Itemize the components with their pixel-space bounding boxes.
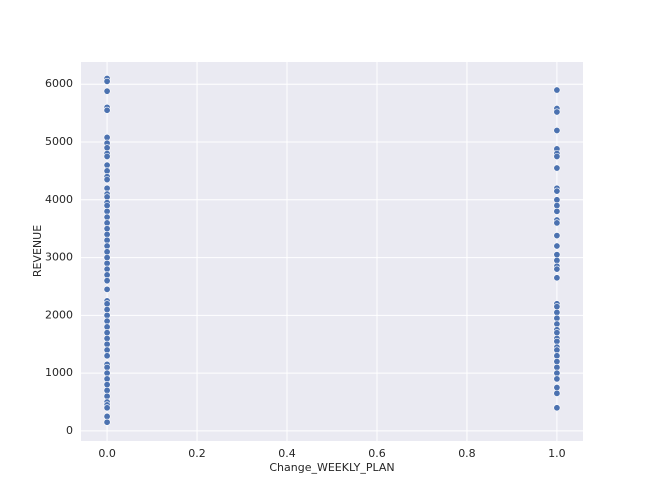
point xyxy=(553,126,561,134)
point xyxy=(103,213,111,221)
x-tick-label: 0.4 xyxy=(278,447,296,460)
point xyxy=(553,196,561,204)
point xyxy=(553,303,561,311)
point xyxy=(103,323,111,331)
point xyxy=(103,340,111,348)
point xyxy=(103,311,111,319)
y-tick-label: 3000 xyxy=(45,251,73,264)
point xyxy=(553,152,561,160)
point xyxy=(553,369,561,377)
point xyxy=(103,259,111,267)
y-tick-label: 5000 xyxy=(45,135,73,148)
point xyxy=(103,87,111,95)
x-tick-label: 0.2 xyxy=(188,447,206,460)
point xyxy=(103,106,111,114)
y-tick-label: 1000 xyxy=(45,366,73,379)
point xyxy=(103,230,111,238)
point xyxy=(553,404,561,412)
point xyxy=(103,248,111,256)
point xyxy=(553,346,561,354)
point xyxy=(553,251,561,259)
point xyxy=(553,337,561,345)
point xyxy=(553,207,561,215)
point xyxy=(103,285,111,293)
point xyxy=(553,320,561,328)
point xyxy=(553,187,561,195)
point xyxy=(553,274,561,282)
point xyxy=(103,265,111,273)
point xyxy=(553,164,561,172)
point xyxy=(103,381,111,389)
point xyxy=(103,184,111,192)
point xyxy=(103,144,111,152)
point xyxy=(553,314,561,322)
point xyxy=(103,306,111,314)
point xyxy=(103,133,111,141)
point xyxy=(553,86,561,94)
point xyxy=(103,375,111,383)
y-tick-label: 0 xyxy=(66,424,73,437)
point xyxy=(103,236,111,244)
point xyxy=(553,202,561,210)
x-tick-label: 0.0 xyxy=(98,447,116,460)
y-tick-label: 6000 xyxy=(45,77,73,90)
point xyxy=(553,242,561,250)
point xyxy=(103,193,111,201)
point xyxy=(103,176,111,184)
point xyxy=(103,386,111,394)
point xyxy=(103,161,111,169)
point xyxy=(103,412,111,420)
x-tick-label: 1.0 xyxy=(548,447,566,460)
point xyxy=(553,308,561,316)
point xyxy=(103,152,111,160)
point xyxy=(103,207,111,215)
point xyxy=(103,352,111,360)
point xyxy=(103,334,111,342)
point xyxy=(103,317,111,325)
y-tick-label: 2000 xyxy=(45,308,73,321)
point xyxy=(553,358,561,366)
point xyxy=(553,363,561,371)
point xyxy=(553,352,561,360)
point xyxy=(103,404,111,412)
point xyxy=(553,375,561,383)
point xyxy=(553,232,561,240)
point xyxy=(103,242,111,250)
point xyxy=(553,389,561,397)
plot-area xyxy=(81,62,583,441)
point xyxy=(103,167,111,175)
point xyxy=(103,277,111,285)
point xyxy=(553,256,561,264)
point xyxy=(553,108,561,116)
y-tick-label: 4000 xyxy=(45,193,73,206)
point xyxy=(103,363,111,371)
point xyxy=(553,384,561,392)
point xyxy=(103,202,111,210)
point xyxy=(103,77,111,85)
point xyxy=(103,225,111,233)
point xyxy=(103,392,111,400)
point xyxy=(103,219,111,227)
point xyxy=(103,369,111,377)
point xyxy=(553,265,561,273)
point xyxy=(103,300,111,308)
point xyxy=(103,254,111,262)
y-axis-label: REVENUE xyxy=(31,225,44,277)
point xyxy=(103,271,111,279)
x-tick-label: 0.8 xyxy=(458,447,476,460)
x-tick-label: 0.6 xyxy=(368,447,386,460)
point xyxy=(103,418,111,426)
point xyxy=(103,346,111,354)
point xyxy=(553,219,561,227)
x-axis-label: Change_WEEKLY_PLAN xyxy=(269,461,394,474)
point xyxy=(103,329,111,337)
point xyxy=(553,329,561,337)
